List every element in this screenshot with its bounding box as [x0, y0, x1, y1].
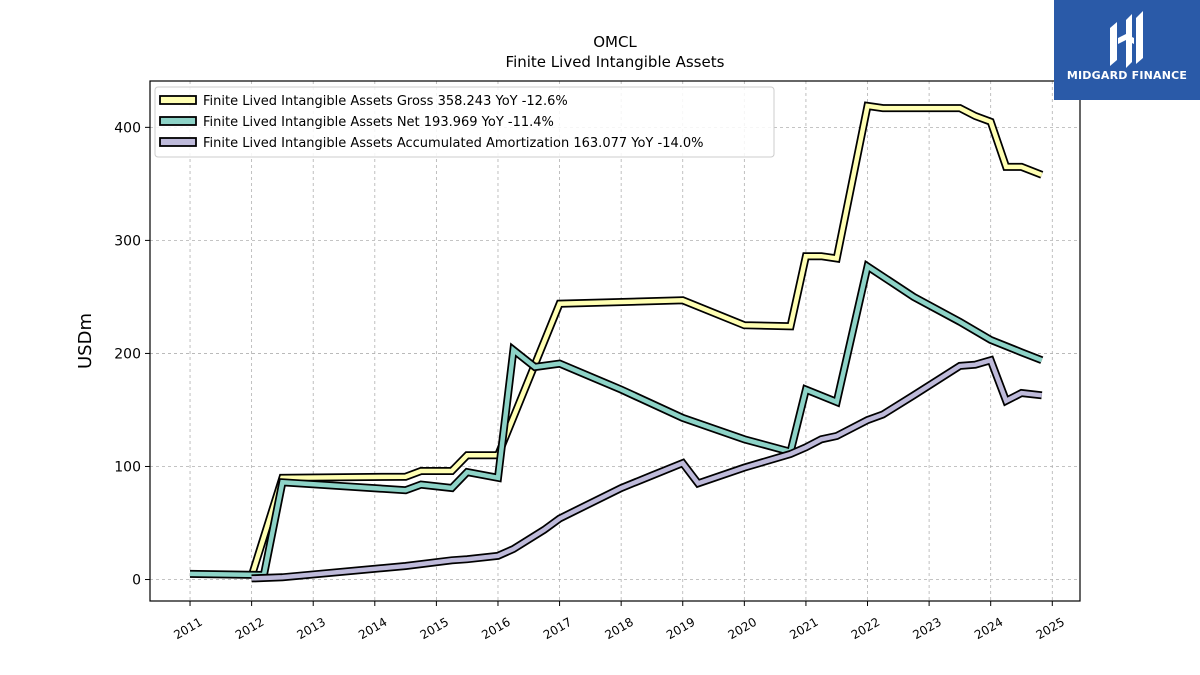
x-tick-label: 2011	[171, 615, 204, 642]
grid-lines	[150, 81, 1080, 601]
brand-logo: MIDGARD FINANCE	[1054, 0, 1200, 100]
series-1-line	[249, 103, 1043, 577]
legend-label-2: Finite Lived Intangible Assets Net 193.9…	[203, 115, 554, 130]
x-tick-label: 2020	[726, 615, 759, 642]
x-tick-label: 2013	[294, 615, 327, 642]
plot-frame	[149, 80, 1081, 602]
y-tick-label: 0	[132, 573, 141, 589]
legend-label-3: Finite Lived Intangible Assets Accumulat…	[203, 136, 704, 151]
series-lines	[189, 101, 1044, 583]
x-tick-label: 2021	[787, 615, 820, 642]
y-tick-label: 300	[114, 233, 141, 249]
legend-swatch-1	[159, 95, 197, 105]
brand-name: MIDGARD FINANCE	[1066, 69, 1188, 82]
x-tick-label: 2014	[356, 615, 389, 642]
x-tick-label: 2023	[910, 615, 943, 642]
series-3-outline	[251, 355, 1043, 583]
x-tick-label: 2024	[972, 615, 1005, 642]
x-tick-label: 2018	[602, 615, 635, 642]
legend-swatch-2	[159, 116, 197, 126]
y-tick-label: 200	[114, 346, 141, 362]
series-3-line	[251, 357, 1043, 581]
legend: Finite Lived Intangible Assets Gross 358…	[154, 86, 775, 158]
legend-box	[154, 86, 775, 158]
series-2-outline	[189, 259, 1044, 580]
x-tick-label: 2016	[479, 615, 512, 642]
y-tick-label: 400	[114, 120, 141, 136]
legend-swatch-3	[159, 137, 197, 147]
x-tick-label: 2025	[1034, 615, 1067, 642]
series-2-line	[189, 262, 1043, 578]
brand-mark-icon	[1110, 11, 1143, 68]
legend-label-1: Finite Lived Intangible Assets Gross 358…	[203, 94, 568, 109]
chart-title: OMCL	[593, 33, 637, 51]
y-axis-label: USDm	[75, 313, 96, 369]
x-tick-label: 2017	[541, 615, 574, 642]
chart-subtitle: Finite Lived Intangible Assets	[506, 53, 725, 71]
x-tick-label: 2012	[233, 615, 266, 642]
series-1-outline	[247, 101, 1044, 578]
x-tick-label: 2022	[849, 615, 882, 642]
x-tick-label: 2015	[418, 615, 451, 642]
y-tick-label: 100	[114, 459, 141, 475]
x-tick-label: 2019	[664, 615, 697, 642]
